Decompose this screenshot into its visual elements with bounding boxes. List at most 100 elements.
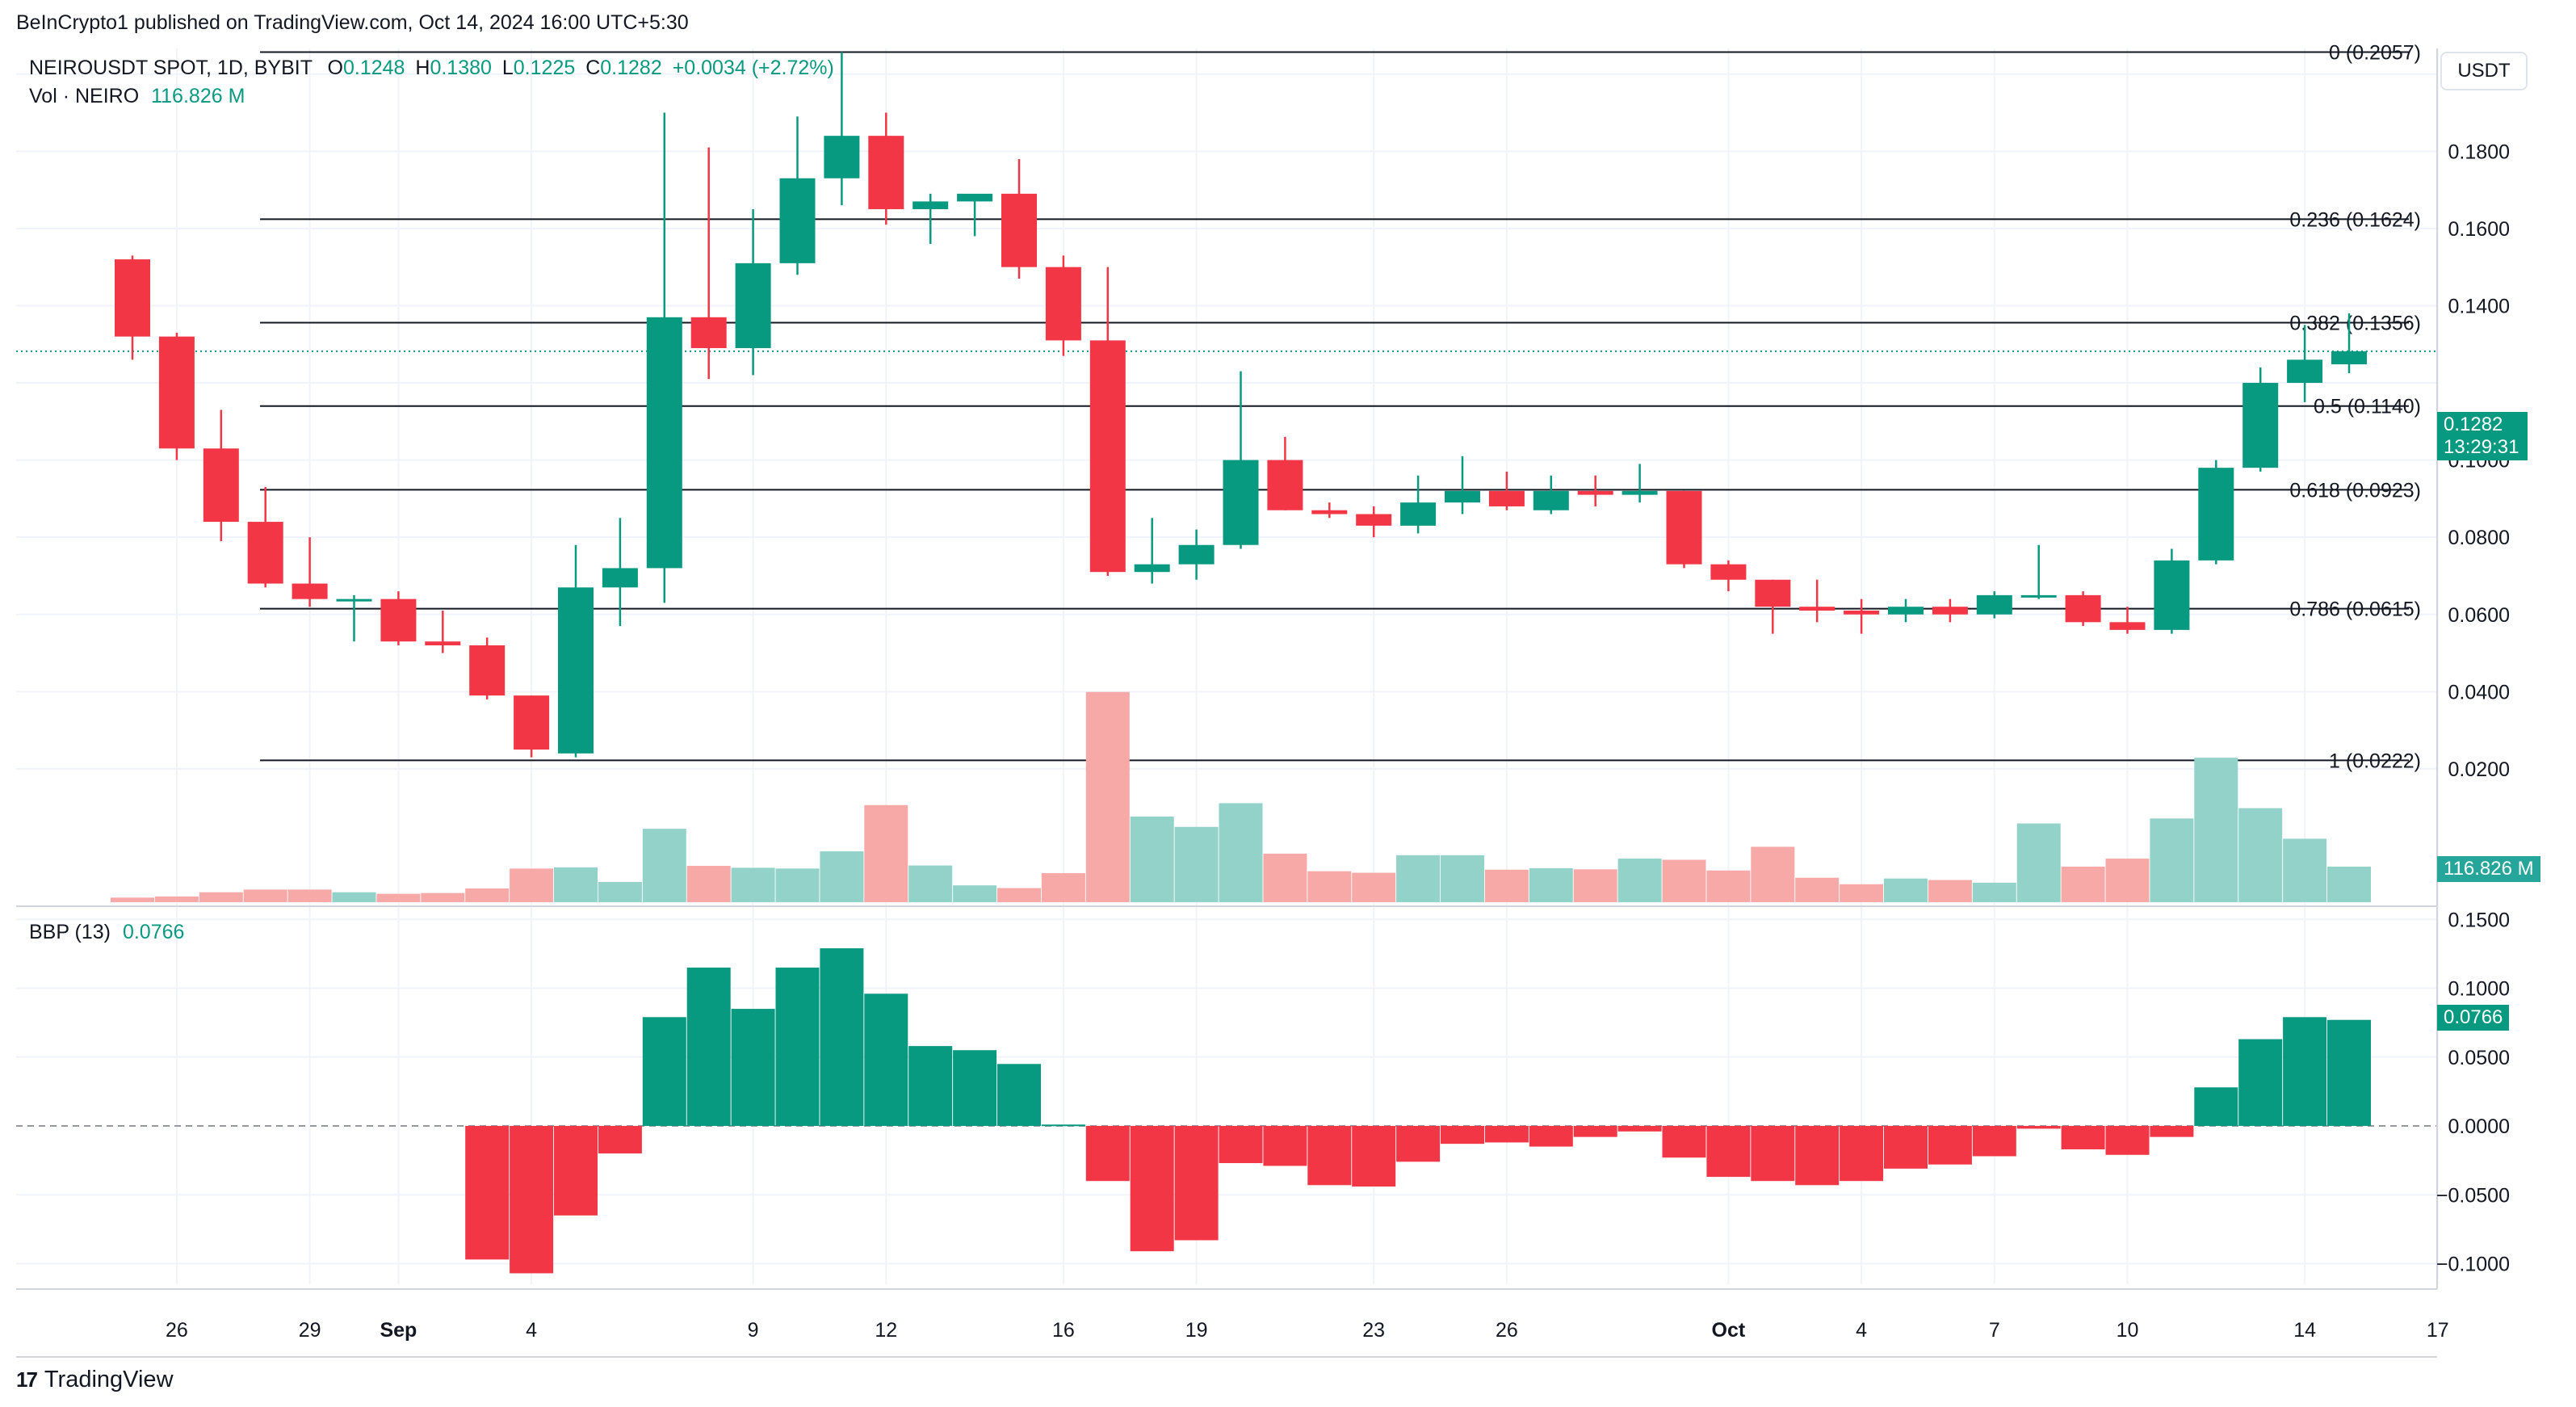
bbp-bar	[1751, 1126, 1795, 1182]
bbp-bar	[1795, 1126, 1840, 1186]
volume-bar	[1751, 846, 1795, 902]
price-tick-label: 0.0600	[2448, 604, 2510, 627]
fib-label-0.382: 0.382 (0.1356)	[2289, 312, 2421, 334]
ohlc-open-value: 0.1248	[342, 57, 405, 79]
bbp-bar	[642, 1017, 686, 1126]
candle-body	[380, 598, 417, 642]
candle-body	[1577, 490, 1613, 495]
price-tick-label: 0.1800	[2448, 141, 2510, 163]
fibonacci-levels: 0 (0.2057) 0.236 (0.1624) 0.382 (0.1356) 0.…	[260, 41, 2421, 772]
price-tick-label: 0.0800	[2448, 527, 2510, 549]
time-tick-label: 16	[1052, 1319, 1075, 1342]
candle-body	[514, 695, 550, 750]
currency-button[interactable]: USDT	[2440, 52, 2528, 90]
bbp-bar	[2283, 1017, 2327, 1126]
fib-label-1: 1 (0.0222)	[2329, 750, 2421, 772]
candle-body	[1844, 610, 1880, 615]
bbp-bar	[2238, 1039, 2283, 1126]
candle-body	[779, 178, 816, 263]
volume-bar	[1085, 691, 1130, 902]
ohlc-low-label: L	[501, 57, 514, 79]
bbp-bar	[2150, 1126, 2194, 1137]
candle-body	[2020, 594, 2057, 598]
candle-body	[957, 193, 993, 202]
bbp-bar	[1041, 1124, 1085, 1127]
candle-body	[646, 317, 682, 569]
ohlc-high-label: H	[415, 57, 430, 79]
volume-bar	[686, 866, 731, 902]
volume-bar	[376, 893, 421, 902]
time-tick-label: 17	[2427, 1319, 2449, 1342]
volume-bar	[154, 896, 199, 902]
candle-body	[1001, 193, 1037, 267]
candle-body	[1622, 490, 1658, 495]
volume-bars	[111, 691, 2371, 902]
volume-bar	[554, 867, 598, 902]
candle-body	[913, 201, 949, 209]
bbp-bar	[510, 1126, 554, 1274]
candle-body	[1134, 564, 1170, 573]
candle-body	[1311, 510, 1348, 514]
volume-bar	[421, 892, 465, 902]
time-tick-label: 10	[2117, 1319, 2139, 1342]
candle-body	[1356, 514, 1392, 526]
volume-bar	[287, 889, 332, 902]
volume-bar	[2283, 838, 2327, 902]
ohlc-close-label: C	[585, 57, 601, 79]
price-tick-label: 0.1400	[2448, 295, 2510, 317]
candle-body	[2242, 383, 2279, 468]
time-tick-label: Sep	[380, 1319, 417, 1342]
price-tick-label: 0.0200	[2448, 758, 2510, 781]
candle-body	[203, 448, 239, 523]
bbp-bar	[997, 1064, 1041, 1126]
bbp-bar	[465, 1126, 510, 1260]
ohlc-low-value: 0.1225	[513, 57, 576, 79]
bbp-bar	[908, 1046, 953, 1126]
volume-bar	[2150, 818, 2194, 902]
time-tick-label: Oct	[1712, 1319, 1746, 1342]
bbp-legend: BBP (13) 0.0766	[29, 921, 184, 944]
volume-bar	[775, 868, 820, 902]
publisher-line: BeInCrypto1 published on TradingView.com…	[16, 11, 689, 34]
volume-bar	[1130, 817, 1174, 902]
bbp-bar	[1396, 1126, 1441, 1162]
volume-bar	[2194, 758, 2238, 902]
bbp-bar	[820, 948, 864, 1126]
time-tick-label: 29	[299, 1319, 321, 1342]
bbp-bar	[2016, 1126, 2061, 1129]
volume-bar	[2327, 866, 2371, 902]
time-tick-label: 19	[1185, 1319, 1208, 1342]
bbp-tick-label: −0.0500	[2436, 1184, 2510, 1207]
volume-bar	[1041, 873, 1085, 902]
bbp-label: BBP (13)	[29, 921, 111, 943]
candle-body	[1045, 267, 1081, 341]
time-tick-label: 26	[166, 1319, 188, 1342]
volume-bar	[1617, 859, 1662, 902]
bbp-bar	[1840, 1126, 1884, 1182]
candle-body	[469, 645, 506, 696]
candle-body	[1445, 490, 1480, 503]
last-price-badge: 0.1282 13:29:31	[2437, 412, 2528, 460]
volume-bar	[332, 892, 376, 902]
volume-bar	[953, 885, 997, 902]
bbp-bar	[953, 1050, 997, 1126]
symbol-legend: NEIROUSDT SPOT, 1D, BYBIT O0.1248 H0.138…	[29, 57, 834, 80]
bbp-badge: 0.0766	[2437, 1005, 2510, 1031]
time-tick-label: 4	[1856, 1319, 1867, 1342]
candle-body	[247, 522, 283, 584]
candle-body	[158, 336, 195, 449]
price-change: +0.0034 (+2.72%)	[672, 57, 834, 79]
bbp-tick-label: 0.0500	[2448, 1047, 2510, 1069]
volume-label: Vol · NEIRO	[29, 85, 140, 107]
candle-body	[425, 641, 461, 645]
candle-body	[2065, 594, 2101, 623]
bbp-bar	[864, 993, 908, 1126]
fib-label-0.786: 0.786 (0.0615)	[2289, 598, 2421, 621]
bbp-bar	[2061, 1126, 2105, 1149]
candle-body	[1976, 594, 2012, 615]
volume-bar	[1795, 877, 1840, 902]
price-tick-label: 0.1600	[2448, 218, 2510, 241]
candle-body	[2287, 359, 2323, 384]
bbp-histogram	[16, 948, 2437, 1274]
